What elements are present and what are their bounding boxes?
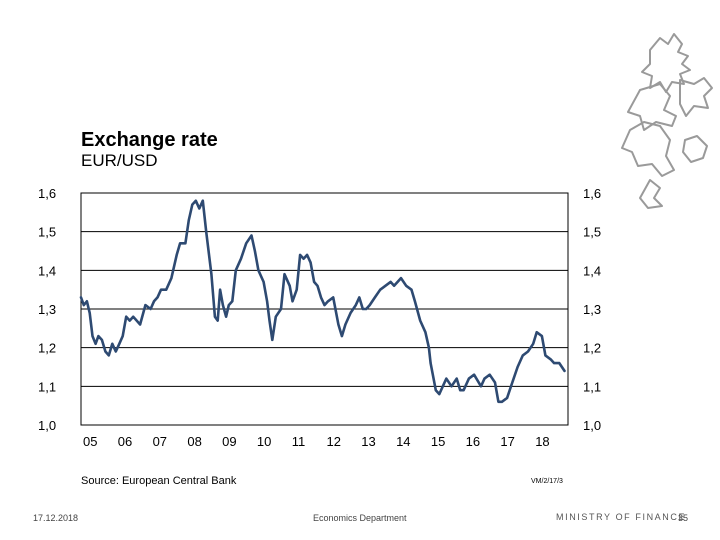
y-tick-label-right: 1,4: [583, 263, 601, 278]
x-tick-label: 14: [396, 434, 410, 449]
x-tick-label: 06: [118, 434, 132, 449]
x-tick-label: 13: [361, 434, 375, 449]
x-tick-label: 09: [222, 434, 236, 449]
plot-frame: [80, 192, 569, 426]
chart-subtitle: EUR/USD: [81, 151, 158, 170]
y-axis-left: 1,0 1,1 1,2 1,3 1,4 1,5 1,6: [38, 186, 56, 433]
footer-department: Economics Department: [313, 513, 407, 523]
chart-code: VM/2/17/3: [531, 478, 563, 485]
footer-ministry: MINISTRY OF FINANCE: [556, 512, 687, 522]
y-tick-label-left: 1,4: [38, 263, 56, 278]
source-note: Source: European Central Bank: [81, 475, 237, 487]
y-tick-label-right: 1,1: [583, 379, 601, 394]
footer-date: 17.12.2018: [33, 513, 79, 523]
y-tick-label-left: 1,5: [38, 225, 56, 240]
x-tick-label: 15: [431, 434, 445, 449]
x-tick-label: 11: [292, 434, 306, 449]
coat-of-arms-lion-logo: [621, 33, 713, 209]
y-tick-label-right: 1,2: [583, 341, 601, 356]
y-tick-label-left: 1,6: [38, 186, 56, 201]
x-tick-label: 12: [327, 434, 341, 449]
x-tick-label: 07: [153, 434, 167, 449]
x-tick-label: 05: [83, 434, 97, 449]
y-tick-label-right: 1,0: [583, 418, 601, 433]
x-tick-label: 16: [466, 434, 480, 449]
series-layer: [79, 199, 566, 404]
y-tick-label-right: 1,6: [583, 186, 601, 201]
x-axis: 05 06 07 08 09 10 11 12 13 14 15 16 17 18: [83, 434, 550, 449]
y-tick-label-right: 1,3: [583, 302, 601, 317]
y-tick-label-left: 1,2: [38, 341, 56, 356]
y-tick-label-left: 1,1: [38, 379, 56, 394]
chart-title: Exchange rate: [81, 129, 218, 151]
x-tick-label: 10: [257, 434, 271, 449]
y-axis-right: 1,0 1,1 1,2 1,3 1,4 1,5 1,6: [583, 186, 601, 433]
y-tick-label-left: 1,3: [38, 302, 56, 317]
x-tick-label: 08: [187, 434, 201, 449]
x-tick-label: 17: [500, 434, 514, 449]
y-tick-label-left: 1,0: [38, 418, 56, 433]
series-line-eur-usd: [79, 199, 566, 404]
footer-page-number: 35: [678, 513, 689, 523]
grid-lines: [81, 231, 568, 387]
x-tick-label: 18: [535, 434, 549, 449]
y-tick-label-right: 1,5: [583, 225, 601, 240]
